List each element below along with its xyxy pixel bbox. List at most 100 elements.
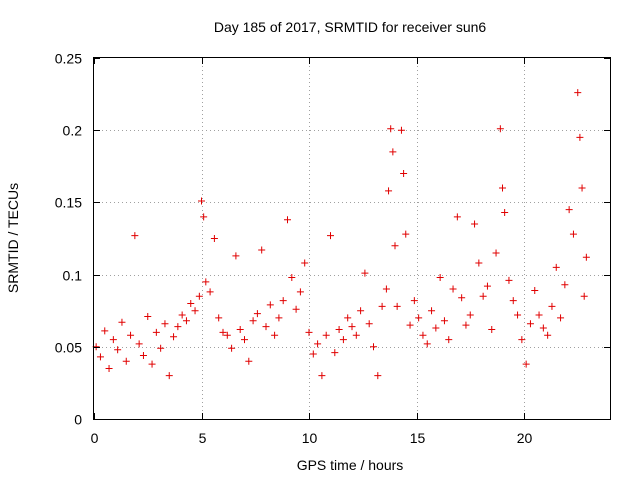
data-point [170, 333, 178, 341]
data-point [165, 372, 173, 380]
data-point [258, 246, 266, 254]
data-point [576, 133, 584, 141]
data-point [301, 259, 309, 267]
data-point [382, 285, 390, 293]
data-point [339, 336, 347, 344]
data-point [501, 209, 509, 217]
y-tick-label: 0.1 [63, 268, 83, 284]
data-point [393, 302, 401, 310]
data-point [314, 340, 322, 348]
data-point [406, 321, 414, 329]
data-point [253, 310, 261, 318]
grid [94, 58, 610, 419]
data-point [174, 323, 182, 331]
data-point [157, 344, 165, 352]
data-point [318, 372, 326, 380]
axis-ticks: 0 5 10 15 20 0 0.05 0.1 0.15 0.2 0.25 [55, 51, 610, 446]
data-point [365, 320, 373, 328]
data-point [198, 197, 205, 205]
data-point [139, 351, 147, 359]
data-point [245, 357, 253, 365]
data-point [578, 184, 586, 192]
data-point [539, 324, 547, 332]
data-point [101, 327, 109, 335]
data-point [200, 213, 208, 221]
data-point [462, 321, 470, 329]
y-tick-label: 0 [74, 412, 82, 428]
x-axis-label: GPS time / hours [297, 457, 404, 473]
data-point [526, 320, 534, 328]
data-point [215, 314, 223, 322]
y-tick-label: 0.15 [55, 195, 82, 211]
data-point [327, 232, 334, 240]
data-point [114, 346, 122, 354]
data-point [191, 307, 199, 315]
data-point [432, 324, 440, 332]
data-point [182, 317, 190, 325]
x-tick-label: 10 [302, 430, 318, 446]
data-point [492, 249, 500, 257]
data-point [296, 288, 304, 296]
data-point [415, 314, 423, 322]
data-point [152, 328, 160, 336]
data-point [514, 311, 522, 319]
data-point [348, 323, 356, 331]
data-point [305, 328, 313, 336]
data-point [402, 230, 410, 238]
data-point [271, 331, 279, 339]
data-point [535, 311, 543, 319]
data-point [249, 317, 257, 325]
data-point [561, 281, 569, 289]
x-tick-label: 20 [517, 430, 533, 446]
data-point [219, 328, 227, 336]
data-point [552, 263, 560, 271]
data-point [241, 336, 248, 344]
data-point [574, 89, 582, 97]
data-point [458, 294, 466, 302]
plot-frame [93, 57, 611, 420]
data-point [389, 148, 397, 156]
data-point [187, 299, 195, 307]
data-point [499, 184, 506, 192]
data-point [275, 314, 283, 322]
data-point [361, 269, 369, 277]
data-point [228, 344, 236, 352]
data-point [548, 302, 556, 310]
data-point [210, 235, 218, 242]
data-point [148, 360, 156, 368]
data-point [496, 125, 504, 133]
data-point [322, 331, 330, 339]
data-point [410, 297, 418, 305]
data-point [378, 302, 386, 310]
data-point [279, 297, 287, 305]
data-point [544, 331, 552, 339]
data-point [391, 242, 399, 250]
data-point [262, 323, 270, 331]
data-point [445, 336, 453, 344]
data-point [505, 276, 513, 284]
data-point [449, 285, 457, 293]
data-point [284, 216, 291, 224]
data-point [178, 311, 186, 319]
data-point [236, 325, 244, 333]
data-point [374, 372, 382, 380]
data-point [475, 259, 483, 267]
data-point [522, 360, 530, 368]
data-point [292, 305, 300, 313]
data-point [440, 317, 448, 325]
data-point [96, 353, 104, 361]
data-point [397, 126, 405, 134]
y-tick-label: 0.05 [55, 340, 82, 356]
data-point [453, 213, 461, 221]
data-point [385, 187, 393, 195]
data-point [266, 301, 274, 309]
data-point [509, 297, 517, 305]
x-tick-label: 0 [91, 430, 99, 446]
data-point [580, 292, 588, 300]
x-tick-label: 15 [410, 430, 426, 446]
data-point [118, 318, 126, 326]
data-point [309, 350, 317, 358]
chart-title: Day 185 of 2017, SRMTID for receiver sun… [214, 19, 487, 35]
y-tick-label: 0.2 [63, 123, 83, 139]
data-point [331, 349, 339, 357]
